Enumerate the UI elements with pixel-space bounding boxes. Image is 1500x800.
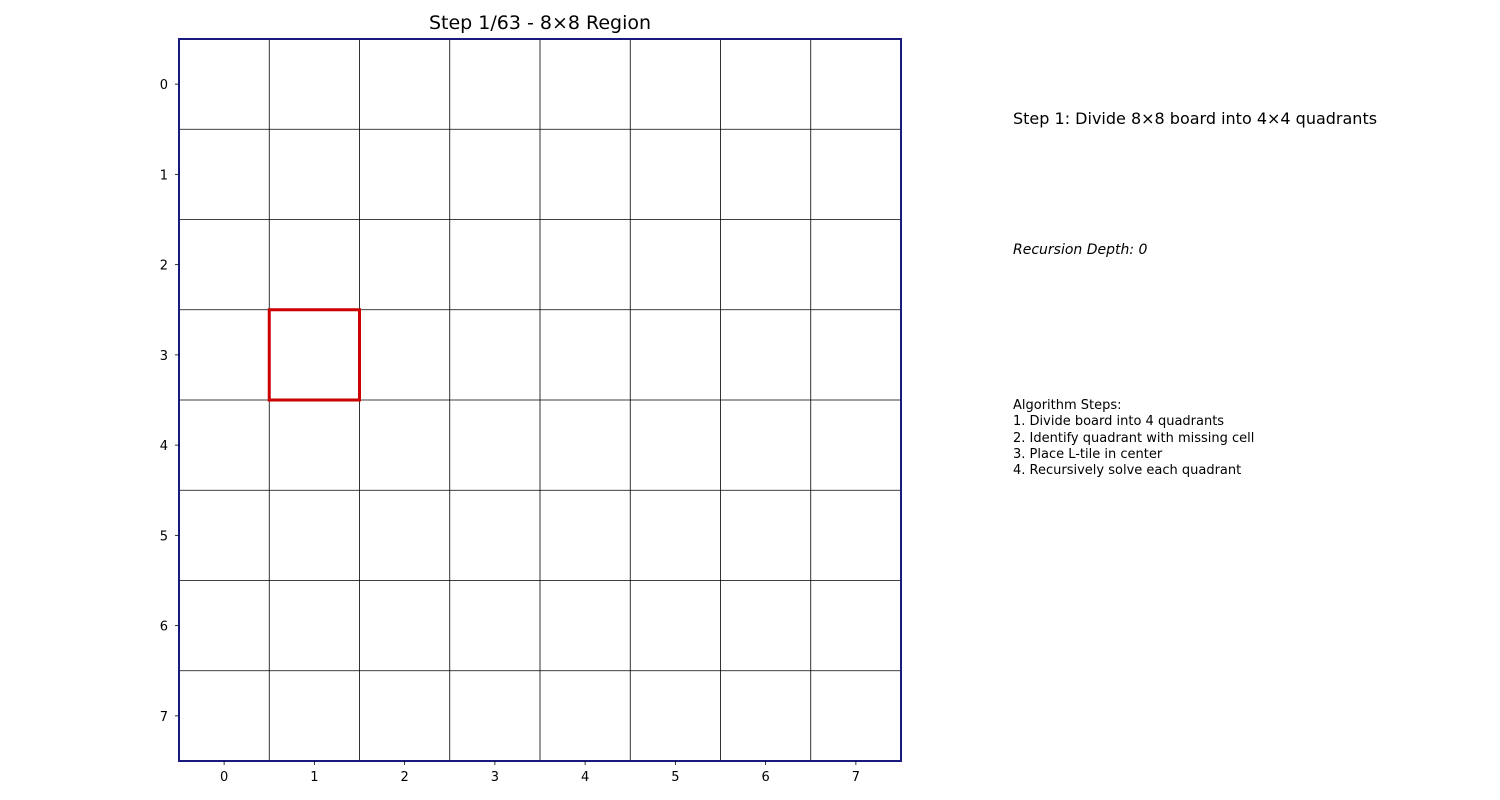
board-cell xyxy=(269,219,360,310)
board-cell xyxy=(359,400,450,491)
board-cell xyxy=(449,670,540,761)
board-cell xyxy=(179,129,270,220)
board-cell xyxy=(810,400,901,491)
board-cell xyxy=(540,219,631,310)
board-cell xyxy=(720,309,811,400)
x-tick-label: 5 xyxy=(671,770,679,785)
board-cell xyxy=(540,670,631,761)
board-cell xyxy=(810,39,901,130)
highlight-layer xyxy=(267,308,361,402)
board-cell xyxy=(810,129,901,220)
board-cell xyxy=(269,129,360,220)
board-cell xyxy=(540,400,631,491)
board-cell xyxy=(449,309,540,400)
board-cell xyxy=(720,670,811,761)
board-cell xyxy=(540,39,631,130)
board-cell xyxy=(269,490,360,581)
region-border xyxy=(178,38,902,762)
board-cell xyxy=(720,580,811,671)
board-cell xyxy=(179,309,270,400)
board-cell xyxy=(449,580,540,671)
y-tick-label: 0 xyxy=(160,78,168,93)
recursion-depth-label: Recursion Depth: 0 xyxy=(1013,242,1148,258)
algorithm-step: 2. Identify quadrant with missing cell xyxy=(1013,430,1255,446)
region-border-layer xyxy=(178,38,902,762)
board-cell xyxy=(630,219,721,310)
board-chart: 0 1 2 3 4 5 6 7 0 1 2 3 4 5 6 7 xyxy=(160,38,902,785)
algorithm-steps: Algorithm Steps: 1. Divide board into 4 … xyxy=(1013,398,1254,479)
board-cell xyxy=(269,580,360,671)
board-cell xyxy=(179,580,270,671)
algorithm-steps-heading: Algorithm Steps: xyxy=(1013,398,1122,413)
board-cell xyxy=(449,129,540,220)
board-cell xyxy=(179,400,270,491)
x-tick-label: 4 xyxy=(581,770,589,785)
board-cell xyxy=(540,129,631,220)
board-cell xyxy=(810,580,901,671)
board-cell xyxy=(179,39,270,130)
board-cell xyxy=(540,490,631,581)
x-tick-label: 2 xyxy=(400,770,408,785)
x-tick-label: 1 xyxy=(310,770,318,785)
board-cell xyxy=(179,670,270,761)
board-cell xyxy=(720,490,811,581)
board-cell xyxy=(359,39,450,130)
board-cell xyxy=(449,219,540,310)
board-cell xyxy=(359,580,450,671)
board-cell xyxy=(269,400,360,491)
board-cell xyxy=(630,670,721,761)
board-cell xyxy=(630,580,721,671)
board-cell xyxy=(630,39,721,130)
x-axis: 0 1 2 3 4 5 6 7 xyxy=(220,761,860,785)
y-tick-label: 6 xyxy=(160,620,168,635)
y-axis: 0 1 2 3 4 5 6 7 xyxy=(160,78,179,725)
x-tick-label: 6 xyxy=(761,770,769,785)
info-panel: Step 1: Divide 8×8 board into 4×4 quadra… xyxy=(1013,0,1493,800)
y-tick-label: 4 xyxy=(160,439,168,454)
x-tick-label: 7 xyxy=(852,770,860,785)
y-tick-label: 2 xyxy=(160,259,168,274)
y-tick-label: 3 xyxy=(160,349,168,364)
board-cell xyxy=(630,309,721,400)
board-cell xyxy=(810,219,901,310)
x-tick-label: 3 xyxy=(491,770,499,785)
board-cell xyxy=(810,670,901,761)
board-cells xyxy=(179,39,901,761)
board-cell xyxy=(359,670,450,761)
highlighted-cell xyxy=(267,308,361,402)
board-cell xyxy=(449,39,540,130)
algorithm-step: 3. Place L-tile in center xyxy=(1013,446,1163,462)
board-cell xyxy=(630,129,721,220)
y-tick-label: 1 xyxy=(160,168,168,183)
y-tick-label: 7 xyxy=(160,710,168,725)
board-cell xyxy=(359,129,450,220)
board-cell xyxy=(449,490,540,581)
board-cell xyxy=(179,219,270,310)
x-tick-label: 0 xyxy=(220,770,228,785)
board-cell xyxy=(359,490,450,581)
algorithm-step: 1. Divide board into 4 quadrants xyxy=(1013,414,1225,430)
board-cell xyxy=(359,309,450,400)
board-cell xyxy=(269,309,360,400)
board-cell xyxy=(630,400,721,491)
y-tick-label: 5 xyxy=(160,529,168,544)
board-cell xyxy=(179,490,270,581)
board-cell xyxy=(720,39,811,130)
board-cell xyxy=(449,400,540,491)
board-cell xyxy=(720,400,811,491)
board-cell xyxy=(810,490,901,581)
chart-title: Step 1/63 - 8×8 Region xyxy=(428,12,652,34)
board-cell xyxy=(630,490,721,581)
board-cell xyxy=(720,219,811,310)
board-cell xyxy=(540,580,631,671)
board-cell xyxy=(720,129,811,220)
board-cell xyxy=(810,309,901,400)
step-description: Step 1: Divide 8×8 board into 4×4 quadra… xyxy=(1013,109,1378,128)
board-cell xyxy=(540,309,631,400)
board-cell xyxy=(269,670,360,761)
board-cell xyxy=(269,39,360,130)
board-cell xyxy=(359,219,450,310)
algorithm-step: 4. Recursively solve each quadrant xyxy=(1013,463,1242,479)
